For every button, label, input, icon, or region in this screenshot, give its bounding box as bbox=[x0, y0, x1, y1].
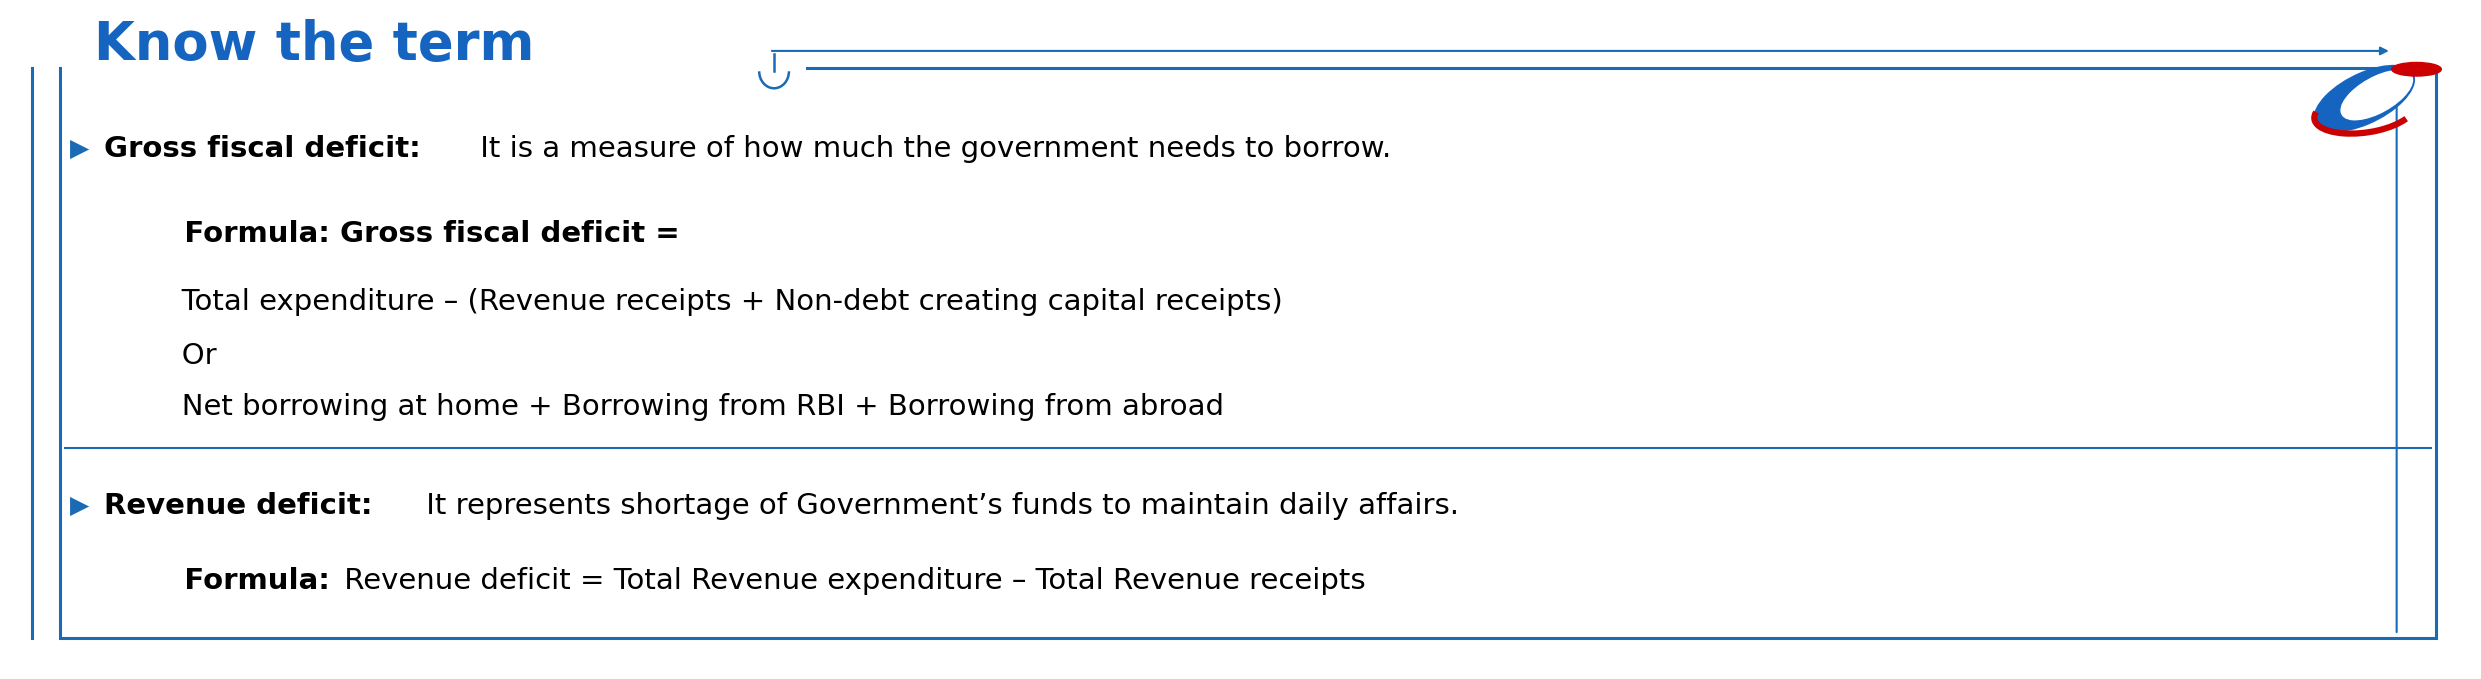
Text: Total expenditure – (Revenue receipts + Non-debt creating capital receipts): Total expenditure – (Revenue receipts + … bbox=[154, 288, 1283, 316]
Text: ▶: ▶ bbox=[69, 137, 89, 162]
Ellipse shape bbox=[2315, 66, 2414, 131]
Text: Formula: Gross fiscal deficit =: Formula: Gross fiscal deficit = bbox=[154, 220, 680, 249]
Text: Gross fiscal deficit:: Gross fiscal deficit: bbox=[104, 135, 422, 164]
Text: ▶: ▶ bbox=[69, 494, 89, 518]
Text: Or: Or bbox=[154, 342, 216, 371]
Text: Revenue deficit = Total Revenue expenditure – Total Revenue receipts: Revenue deficit = Total Revenue expendit… bbox=[335, 566, 1365, 595]
Text: It is a measure of how much the government needs to borrow.: It is a measure of how much the governme… bbox=[471, 135, 1392, 164]
FancyBboxPatch shape bbox=[62, 58, 806, 85]
Text: Know the term: Know the term bbox=[94, 19, 533, 71]
Ellipse shape bbox=[2342, 71, 2412, 120]
Text: It represents shortage of Government’s funds to maintain daily affairs.: It represents shortage of Government’s f… bbox=[417, 492, 1459, 520]
FancyBboxPatch shape bbox=[60, 68, 2436, 638]
Text: Formula:: Formula: bbox=[154, 566, 330, 595]
Text: Revenue deficit:: Revenue deficit: bbox=[104, 492, 372, 520]
Circle shape bbox=[2392, 62, 2441, 76]
Text: Net borrowing at home + Borrowing from RBI + Borrowing from abroad: Net borrowing at home + Borrowing from R… bbox=[154, 393, 1223, 422]
